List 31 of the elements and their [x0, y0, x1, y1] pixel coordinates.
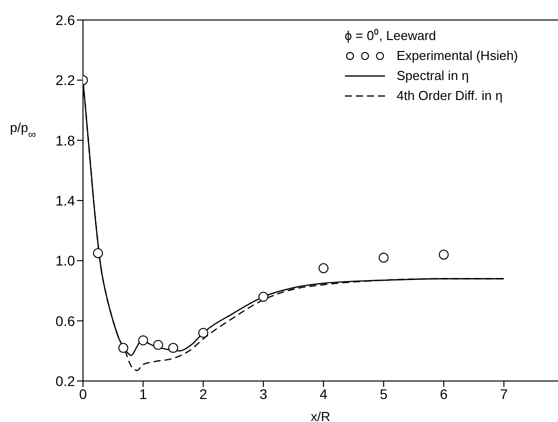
- point: [153, 340, 164, 350]
- point: [198, 328, 208, 338]
- y-tick-label: 1.0: [56, 252, 76, 269]
- y-tick-label: 0.2: [56, 372, 76, 389]
- y-tick-label: 1.8: [56, 132, 76, 148]
- y-tick-label: 2.6: [56, 12, 76, 28]
- y-tick-label: 1.4: [56, 192, 76, 208]
- point: [138, 335, 148, 346]
- point: [378, 252, 389, 263]
- point: [93, 248, 104, 258]
- x-axis-title: x/R: [310, 409, 330, 422]
- x-tick-label: 1: [139, 386, 148, 402]
- y-tick-label: 0.6: [56, 312, 76, 329]
- point: [438, 250, 449, 260]
- legend-label: Experimental (Hsieh): [396, 47, 518, 65]
- legend-label: Spectral in η: [396, 67, 469, 85]
- x-tick-label: 4: [320, 386, 328, 402]
- point: [168, 342, 178, 353]
- x-tick-label: 5: [380, 386, 388, 402]
- point: [318, 263, 329, 274]
- x-tick-label: 3: [259, 386, 268, 402]
- x-tick-label: 0: [79, 386, 88, 402]
- y-axis-title: p/p$_{∞}$: [10, 120, 36, 141]
- y-tick-label: 2.2: [56, 72, 76, 88]
- x-tick-label: 6: [440, 386, 448, 402]
- legend-label: 4th Order Diff. in η: [396, 87, 503, 105]
- x-tick-label: 7: [500, 386, 508, 402]
- legend-title: ϕ = 0⁰, Leeward: [344, 27, 438, 45]
- point: [118, 342, 128, 353]
- point: [258, 292, 268, 302]
- x-tick-label: 2: [199, 386, 208, 402]
